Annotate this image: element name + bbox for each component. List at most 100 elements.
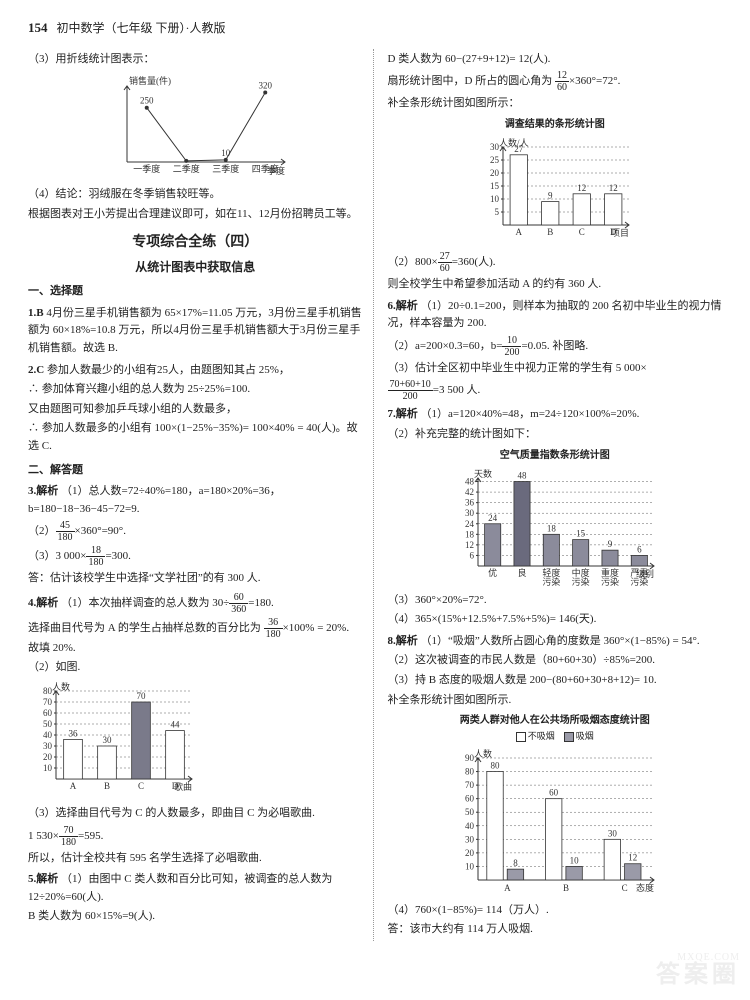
svg-text:人数: 人数 [474,748,492,759]
page-title: 初中数学（七年级 下册）·人教版 [57,21,226,35]
category-solve: 二、解答题 [28,462,363,480]
svg-text:10: 10 [465,861,475,871]
frac-60-360: 60360 [229,592,248,615]
q1-ans: B [36,307,43,319]
svg-text:20: 20 [465,847,475,857]
q4b-l3: 所以，估计全校共有 595 名学生选择了必唱歌曲. [28,850,363,868]
q5-l2: B 类人数为 60×15%=9(人). [28,908,363,926]
category-choice: 一、选择题 [28,283,363,301]
q6-l2: （2）a=200×0.3=60，b=10200=0.05. 补图略. [388,335,723,358]
svg-text:天数: 天数 [474,468,492,479]
q3-l3: （3）3 000×18180=300. [28,545,363,568]
svg-text:良: 良 [517,567,526,578]
frac-70-180: 70180 [59,825,78,848]
svg-text:27: 27 [514,144,524,154]
svg-text:70: 70 [137,691,147,701]
left-column: （3）用折线统计图表示： 销售量(件)季度250一季度二季度10三季度320四季… [28,49,374,941]
svg-text:B: B [547,227,553,237]
svg-text:污染: 污染 [601,576,619,587]
svg-text:B: B [563,883,569,893]
svg-text:6: 6 [637,544,642,554]
svg-text:48: 48 [517,470,527,480]
q2-ans: C [36,364,44,376]
svg-text:四季度: 四季度 [252,163,279,174]
svg-text:30: 30 [103,735,113,745]
svg-text:18: 18 [547,523,557,533]
section-subtitle: 从统计图表中获取信息 [28,258,363,277]
svg-text:50: 50 [465,807,475,817]
svg-text:10: 10 [43,763,53,773]
text-p4b: 根据图表对王小芳提出合理建议即可，如在11、12月份招聘员工等。 [28,206,363,224]
svg-text:24: 24 [465,518,475,528]
svg-text:销售量(件): 销售量(件) [129,75,171,86]
q4-num: 4.解析 [28,597,58,609]
r5: 则全校学生中希望参加活动 A 的约有 360 人. [388,276,723,294]
q3-num: 3.解析 [28,485,58,497]
frac-12-60: 1260 [555,70,569,93]
q7b-l2: （4）365×(15%+12.5%+7.5%+5%)= 146(天). [388,611,723,629]
svg-text:250: 250 [140,96,154,106]
r4: （2）800×2760=360(人). [388,251,723,274]
svg-text:80: 80 [43,686,53,696]
svg-text:污染: 污染 [542,576,560,587]
svg-text:态度: 态度 [636,882,654,893]
q2-l3: 又由题图可知参加乒乓球小组的人数最多， [28,401,363,419]
q2-l4: ∴ 参加人数最多的小组有 100×(1−25%−35%)= 100×40% = … [28,420,363,455]
q2-text: 参加人数最少的小组有25人，由题图知其占 25%， [44,364,290,376]
svg-text:C: C [621,883,627,893]
svg-text:30: 30 [465,834,475,844]
svg-text:B: B [104,781,110,791]
svg-text:20: 20 [490,168,500,178]
q4b-l1: （3）选择曲目代号为 C 的人数最多，即曲目 C 为必唱歌曲. [28,805,363,823]
svg-text:15: 15 [576,528,586,538]
bar-chart-q4: 人数歌曲102030405060708036A30B70C44D [28,681,363,801]
q6-l3: （3）估计全区初中毕业生中视力正常的学生有 5 000× [388,360,723,378]
page-number: 154 [28,20,48,35]
q3: 3.解析 （1）总人数=72÷40%=180，a=180×20%=36，b=18… [28,483,363,518]
q4-l2: 选择曲目代号为 A 的学生占抽样总数的百分比为 36180×100% = 20%… [28,617,363,658]
svg-text:40: 40 [465,820,475,830]
bar8-legend: 不吸烟 吸烟 [388,729,723,743]
svg-text:80: 80 [465,766,475,776]
svg-text:D: D [610,227,617,237]
q8b-l1: （4）760×(1−85%)= 114（万人）. [388,902,723,920]
q4b-l2: 1 530×70180=595. [28,825,363,848]
text-p4a: （4）结论：羽绒服在冬季销售较旺等。 [28,186,363,204]
q8-l4: 补全条形统计图如图所示. [388,692,723,710]
q8-l2: （2）这次被调查的市民人数是（80+60+30）÷85%=200. [388,652,723,670]
svg-text:10: 10 [490,194,500,204]
svg-text:污染: 污染 [571,576,589,587]
svg-text:18: 18 [465,529,475,539]
svg-text:9: 9 [608,539,613,549]
svg-text:44: 44 [171,720,181,730]
svg-text:70: 70 [465,780,475,790]
watermark-site: MXQE.COM [677,950,740,966]
q4-l3: （2）如图. [28,659,363,677]
q7-l2: （2）补充完整的统计图如下： [388,426,723,444]
svg-text:8: 8 [513,858,518,868]
svg-text:D: D [172,781,179,791]
q3-l1: （1）总人数=72÷40%=180，a=180×20%=36，b=180−18−… [28,485,281,515]
bar8-title: 两类人群对他人在公共场所吸烟态度统计图 [388,713,723,729]
svg-text:40: 40 [43,730,53,740]
svg-text:12: 12 [465,539,474,549]
section-title: 专项综合全练（四） [28,232,363,254]
page-header: 154 初中数学（七年级 下册）·人教版 [28,18,722,39]
svg-text:9: 9 [548,191,553,201]
svg-text:人数: 人数 [52,681,70,692]
q5-num: 5.解析 [28,873,58,885]
svg-text:12: 12 [628,852,637,862]
q8b-l2: 答：该市大约有 114 万人吸烟. [388,921,723,939]
frac-36-180: 36180 [264,617,283,640]
svg-text:A: A [515,227,522,237]
svg-text:优: 优 [488,567,497,578]
q7b-l1: （3）360°×20%=72°. [388,592,723,610]
svg-text:5: 5 [494,207,499,217]
q5: 5.解析 （1）由图中 C 类人数和百分比可知，被调查的总人数为 12÷20%=… [28,871,363,906]
svg-text:C: C [578,227,584,237]
svg-text:12: 12 [577,183,586,193]
svg-text:30: 30 [608,828,618,838]
svg-text:25: 25 [490,155,500,165]
svg-text:60: 60 [549,787,559,797]
q6: 6.解析 （1）20÷0.1=200，则样本为抽取的 200 名初中毕业生的视力… [388,298,723,333]
